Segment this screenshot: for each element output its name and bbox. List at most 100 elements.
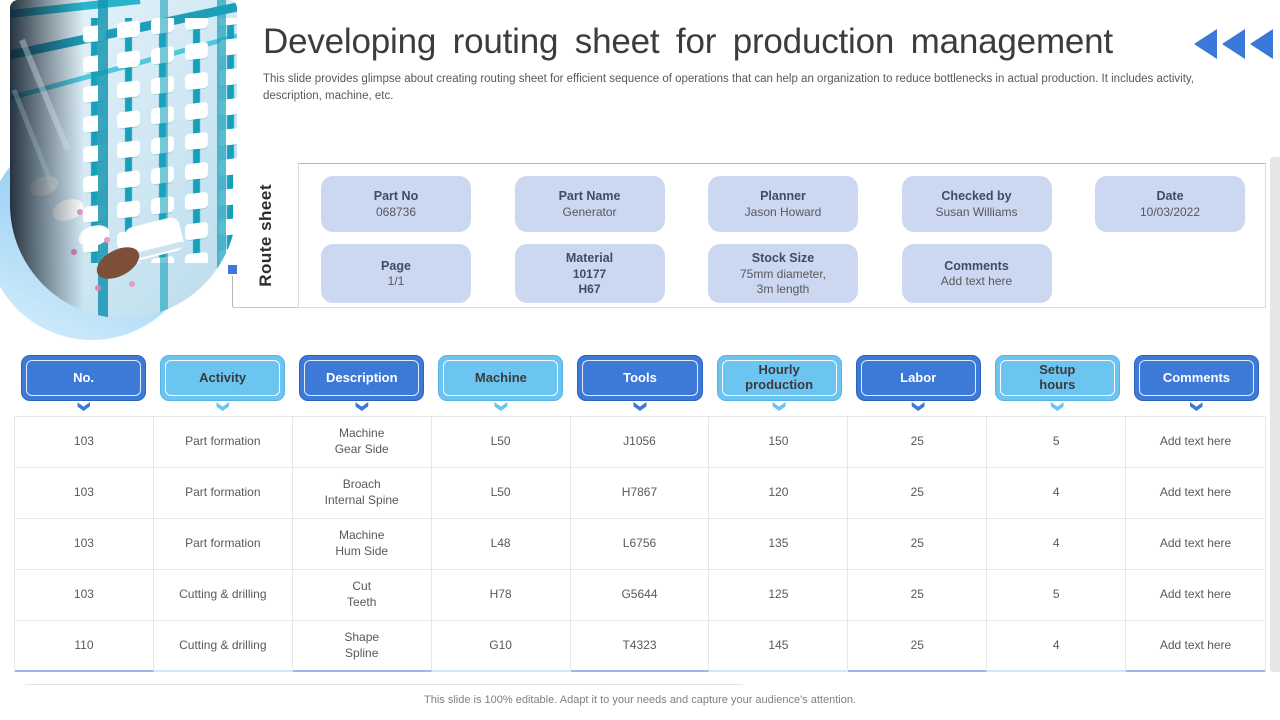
field-value: 75mm diameter, 3m length [739, 266, 827, 296]
production-routing-table: No. Activity Description Machine Tools Hourly… [14, 355, 1266, 672]
header-cell: Machine [431, 355, 570, 411]
route-sheet-row-1: Part No 068736 Part Name Generator Planner Ja… [299, 176, 1265, 232]
field-value: 10/03/2022 [1139, 204, 1201, 219]
factory-photo-illustration [10, 0, 237, 318]
field-value: 10177 H67 [572, 266, 607, 296]
table-cell[interactable]: Add text here [1126, 519, 1265, 570]
chevron-down-icon [1189, 402, 1203, 411]
table-cell: 25 [848, 417, 988, 468]
route-sheet-label: Route sheet [255, 183, 275, 287]
chevron-down-icon [77, 402, 91, 411]
header-cell: Description [292, 355, 431, 411]
table-cell: L48 [431, 519, 571, 570]
table-cell: 110 [15, 621, 154, 672]
page-title: Developing routing sheet for production … [263, 22, 1113, 61]
table-cell: Cut Teeth [292, 570, 432, 621]
table-cell: T4323 [570, 621, 710, 672]
table-cell: 103 [15, 570, 154, 621]
header-cell: Activity [153, 355, 292, 411]
column-header-machine: Machine [438, 355, 564, 401]
field-label: Comments [944, 258, 1009, 273]
route-sheet-field-date: Date 10/03/2022 [1095, 176, 1245, 232]
table-cell: 135 [709, 519, 849, 570]
table-cell: J1056 [570, 417, 710, 468]
table-cell: 25 [848, 468, 988, 519]
route-sheet-field-checked-by: Checked by Susan Williams [901, 176, 1052, 232]
table-cell: Cutting & drilling [153, 621, 293, 672]
table-cell: 25 [848, 570, 988, 621]
field-label: Date [1156, 189, 1184, 204]
column-header-setup-hours: Setup hours [994, 355, 1120, 401]
table-cell: Part formation [153, 417, 293, 468]
field-value: Generator [562, 204, 617, 219]
table-cell: Broach Internal Spine [292, 468, 432, 519]
column-header-tools: Tools [577, 355, 703, 401]
field-value: 1/1 [387, 274, 405, 289]
field-label: Page [381, 258, 411, 273]
table-cell: 103 [15, 519, 154, 570]
field-label: Stock Size [751, 251, 815, 266]
chevron-down-icon [494, 402, 508, 411]
table-cell: L50 [431, 417, 571, 468]
table-cell: 145 [709, 621, 849, 672]
route-sheet-connector-square [228, 265, 237, 274]
route-sheet-field-stock-size: Stock Size 75mm diameter, 3m length [708, 244, 858, 303]
table-cell: 103 [15, 468, 154, 519]
table-cell: Part formation [153, 519, 293, 570]
table-cell: Machine Hum Side [292, 519, 432, 570]
route-sheet-panel: Part No 068736 Part Name Generator Planner Ja… [298, 163, 1266, 308]
header-cell: Comments [1127, 355, 1266, 411]
column-header-description: Description [299, 355, 425, 401]
chevron-down-icon [772, 402, 786, 411]
table-header-row: No. Activity Description Machine Tools Hourly… [14, 355, 1266, 411]
field-value: 068736 [375, 204, 417, 219]
header-cell: Tools [570, 355, 709, 411]
table-cell: 5 [987, 417, 1127, 468]
table-cell: H78 [431, 570, 571, 621]
table-cell: H7867 [570, 468, 710, 519]
table-cell[interactable]: Add text here [1126, 570, 1265, 621]
route-sheet-field-comments[interactable]: Comments Add text here [901, 244, 1052, 303]
column-header-activity: Activity [160, 355, 286, 401]
route-sheet-field-material: Material 10177 H67 [514, 244, 665, 303]
table-cell: Shape Spline [292, 621, 432, 672]
table-cell[interactable]: Add text here [1126, 417, 1265, 468]
header-cell: Labor [849, 355, 988, 411]
field-value: Jason Howard [744, 204, 822, 219]
table-body: 103 Part formation Machine Gear Side L50 J10… [14, 416, 1266, 672]
field-label: Planner [760, 189, 806, 204]
route-sheet-field-page: Page 1/1 [321, 244, 471, 303]
table-cell: 120 [709, 468, 849, 519]
chevron-left-icon [1250, 29, 1273, 59]
route-sheet-label-box: Route sheet [233, 163, 298, 308]
chevron-down-icon [1050, 402, 1064, 411]
field-value: Add text here [940, 274, 1013, 289]
table-cell[interactable]: Add text here [1126, 468, 1265, 519]
column-header-comments: Comments [1133, 355, 1259, 401]
table-cell: 5 [987, 570, 1127, 621]
footer-divider [25, 684, 743, 685]
column-header-hourly-production: Hourly production [716, 355, 842, 401]
footer-note: This slide is 100% editable. Adapt it to… [424, 694, 856, 706]
route-sheet-field-part-no: Part No 068736 [321, 176, 471, 232]
header-cell: No. [14, 355, 153, 411]
table-cell: Cutting & drilling [153, 570, 293, 621]
chevron-down-icon [216, 402, 230, 411]
route-sheet-field-planner: Planner Jason Howard [708, 176, 858, 232]
slide-subtitle: This slide provides glimpse about creati… [263, 73, 1194, 103]
header-cell: Setup hours [988, 355, 1127, 411]
column-header-labor: Labor [855, 355, 981, 401]
table-cell: G5644 [570, 570, 710, 621]
table-cell: 4 [987, 468, 1127, 519]
table-cell: 150 [709, 417, 849, 468]
table-cell: 125 [709, 570, 849, 621]
chevron-left-icon [1194, 29, 1217, 59]
table-cell: 4 [987, 621, 1127, 672]
route-sheet-row-2: Page 1/1 Material 10177 H67 Stock Size 75mm d… [299, 244, 1265, 303]
field-label: Material [565, 251, 614, 266]
field-label: Part Name [558, 189, 621, 204]
table-cell: L50 [431, 468, 571, 519]
route-sheet-field-part-name: Part Name Generator [514, 176, 665, 232]
table-cell[interactable]: Add text here [1126, 621, 1265, 672]
